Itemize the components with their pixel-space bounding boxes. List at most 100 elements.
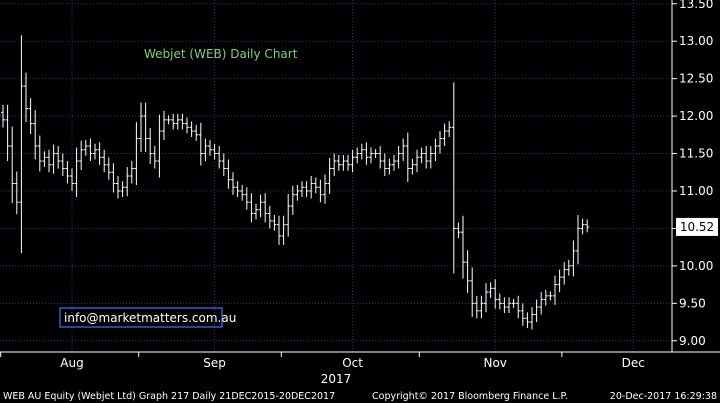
price-bar [516,295,521,319]
price-bar [419,147,424,164]
price-bar [382,153,387,176]
price-bar [198,122,203,166]
price-bar [125,167,130,197]
price-bar [111,163,116,193]
price-bar [488,282,493,299]
price-bar [438,131,442,154]
price-bar [208,140,212,156]
price-bar [534,299,539,323]
price-bar [318,179,323,203]
price-bar [5,104,10,162]
price-bar [290,185,295,215]
price-bar [346,155,350,171]
price-bar [511,298,516,308]
price-bar [1,104,5,128]
price-bar [70,168,74,191]
x-tick-label: Aug [60,356,83,370]
price-bar [143,102,148,153]
price-bar [530,307,534,330]
price-bar [60,153,65,176]
price-bar [401,138,406,162]
price-bar [102,149,107,173]
y-tick-label: 11.50 [679,147,713,161]
price-bar [51,144,56,174]
price-bar [226,159,231,189]
price-bar [571,240,576,277]
price-bar [447,121,452,138]
footer-left: WEB AU Equity (Webjet Ltd) Graph 217 Dai… [3,391,335,402]
price-bar [350,149,355,173]
price-bar [221,153,226,176]
price-bar [148,128,153,165]
price-bar [277,215,281,245]
price-bar [212,143,217,160]
x-tick-label: Oct [342,356,363,370]
price-bar [97,142,102,165]
price-bar [235,181,240,197]
price-bar [387,158,392,175]
price-bar [249,193,254,223]
price-bar [424,146,429,169]
price-bar [79,140,84,171]
price-bar [520,303,525,326]
price-bar [286,193,291,237]
price-bar [272,214,277,231]
price-bar [405,132,410,182]
y-tick-label: 12.50 [679,72,713,86]
price-bar [428,146,433,169]
price-bar [313,177,318,194]
price-bar [300,181,304,197]
y-tick-label: 12.00 [679,109,713,123]
price-bar [364,142,369,165]
watermark-border [59,307,223,328]
footer-right: 20-Dec-2017 16:29:38 [610,391,717,402]
price-bar [465,250,470,293]
price-bar [166,115,171,125]
x-tick-label: Sep [203,356,226,370]
price-bar [171,113,176,130]
price-bar [10,126,15,203]
price-bar [557,269,562,293]
price-bar [304,181,309,197]
price-bar [415,149,419,173]
price-bar [139,102,143,153]
price-bar [83,140,88,156]
watermark-text: info@marketmatters.com.au [64,311,236,325]
price-bar [323,174,327,204]
price-bar [281,215,286,245]
price-bar [396,146,401,169]
y-tick-label: 9.50 [679,296,706,310]
price-bar [254,203,258,220]
x-axis-ticks: Aug Sep Oct Nov Dec [0,352,645,370]
price-bar [539,292,544,315]
price-bar [240,184,245,201]
price-bar [120,181,125,197]
price-bar [231,172,235,195]
price-bar [369,147,373,164]
price-bar [336,155,341,171]
price-bar [217,146,222,169]
price-bar [88,138,93,162]
price-bar [355,147,360,164]
price-bar [451,82,456,274]
price-bar [373,149,378,159]
price-bar [543,289,548,306]
y-tick-label: 9.00 [679,334,706,348]
price-bar [525,312,530,329]
price-bar [129,161,134,184]
price-bar [392,155,396,171]
price-bar [576,214,580,265]
price-bar [497,293,502,310]
price-bar [116,176,120,199]
price-bar [74,147,79,197]
y-tick-label: 13.50 [679,0,713,11]
price-bar [258,194,263,218]
price-bar [19,35,24,254]
price-bar [267,205,272,229]
price-bar [244,187,249,210]
last-value-label: 10.52 [680,220,714,234]
price-bar [585,219,590,233]
price-bar [562,262,567,285]
